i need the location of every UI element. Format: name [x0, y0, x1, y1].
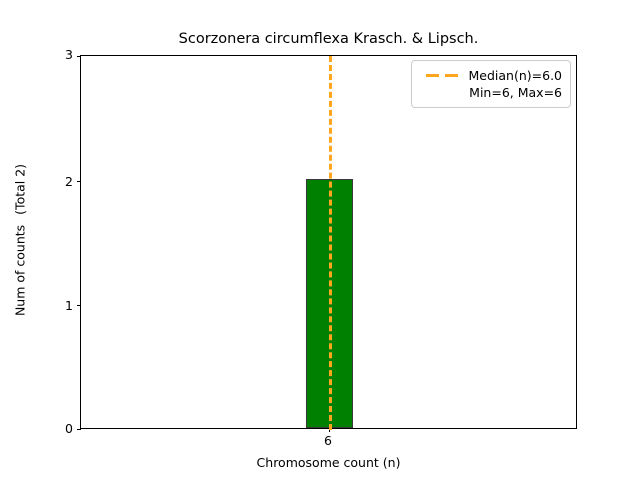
y-tick-mark-1 — [77, 305, 81, 307]
chart-legend: Median(n)=6.0 Min=6, Max=6 — [411, 60, 571, 108]
y-axis-label-container: Num of counts (Total 2) — [0, 0, 40, 480]
legend-entry: Median(n)=6.0 Min=6, Max=6 — [420, 67, 562, 101]
median-line — [329, 56, 332, 430]
y-axis-label-total: (Total 2) — [12, 163, 28, 215]
legend-entry-text: Median(n)=6.0 Min=6, Max=6 — [469, 67, 563, 101]
y-tick-mark-3 — [77, 56, 81, 57]
x-axis-label: Chromosome count (n) — [256, 455, 401, 470]
y-tick-mark-2 — [77, 180, 81, 182]
y-axis-label: Num of counts (Total 2) — [13, 164, 28, 316]
y-tick-label-3: 3 — [65, 47, 73, 62]
y-tick-label-0: 0 — [65, 421, 73, 436]
y-tick-label-2: 2 — [65, 174, 73, 189]
y-axis-label-main: Num of counts — [12, 224, 28, 317]
legend-label-range: Min=6, Max=6 — [469, 85, 562, 100]
x-tick-label-6: 6 — [324, 433, 332, 448]
y-tick-label-1: 1 — [65, 298, 73, 313]
dashed-line-icon — [425, 68, 461, 83]
chart-title: Scorzonera circumflexa Krasch. & Lipsch. — [178, 31, 479, 47]
legend-label-median: Median(n)=6.0 — [468, 68, 563, 83]
y-tick-mark-0 — [77, 429, 81, 430]
plot-area — [77, 55, 577, 432]
